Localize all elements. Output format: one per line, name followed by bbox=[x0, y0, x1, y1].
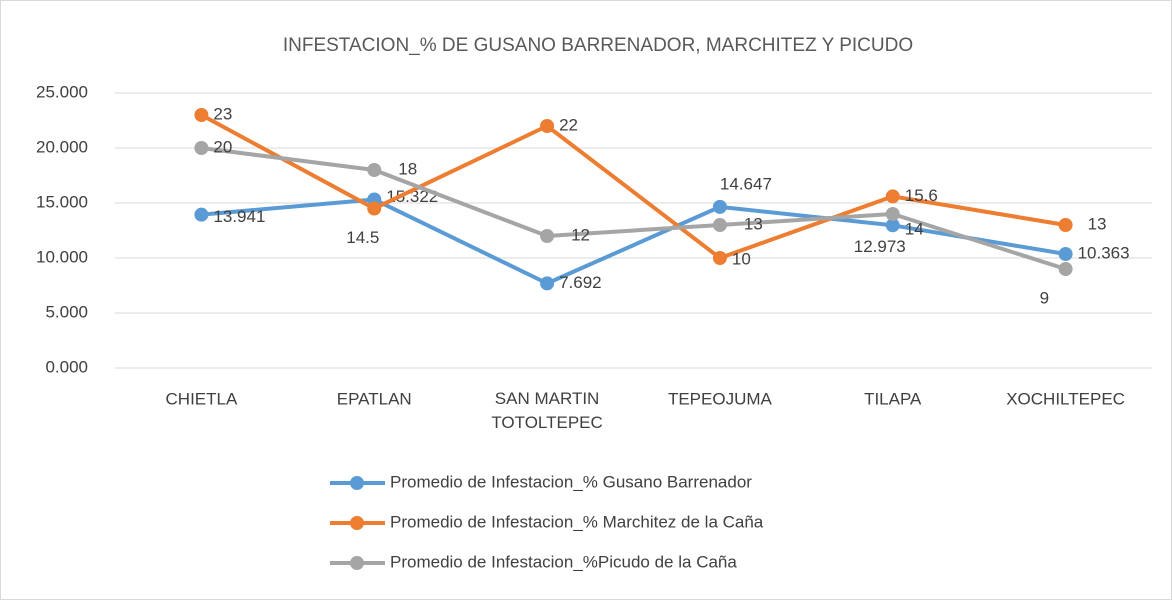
x-tick-label: SAN MARTIN TOTOLTEPEC bbox=[491, 389, 602, 432]
data-label: 12.973 bbox=[854, 237, 906, 256]
data-label: 14.647 bbox=[720, 174, 772, 193]
series-line bbox=[201, 197, 1066, 286]
data-point bbox=[194, 108, 209, 122]
data-label: 14.5 bbox=[346, 228, 379, 247]
data-point bbox=[712, 251, 727, 265]
series-line bbox=[201, 146, 1067, 271]
y-tick-label: 25.000 bbox=[36, 82, 88, 101]
data-point bbox=[540, 276, 555, 291]
y-tick-label: 20.000 bbox=[36, 137, 88, 156]
data-point bbox=[712, 199, 727, 214]
data-label: 12 bbox=[571, 225, 590, 244]
x-tick-label: CHIETLA bbox=[166, 389, 238, 408]
legend-label: Promedio de Infestacion_% Marchitez de l… bbox=[390, 512, 764, 531]
x-tick-label: TEPEOJUMA bbox=[668, 389, 773, 408]
data-label: 22 bbox=[559, 115, 578, 134]
data-label: 7.692 bbox=[559, 273, 602, 292]
data-point bbox=[367, 201, 382, 216]
data-point bbox=[194, 141, 209, 155]
data-point bbox=[1058, 247, 1073, 262]
legend-marker bbox=[350, 556, 364, 570]
chart-title: INFESTACION_% DE GUSANO BARRENADOR, MARC… bbox=[283, 35, 913, 56]
data-label: 15.6 bbox=[905, 186, 938, 205]
x-tick-label: EPATLAN bbox=[337, 389, 412, 408]
y-tick-label: 5.000 bbox=[45, 302, 88, 321]
data-label: 15.322 bbox=[386, 187, 438, 206]
x-tick-label: XOCHILTEPEC bbox=[1006, 389, 1125, 408]
data-point bbox=[885, 189, 900, 204]
legend-label: Promedio de Infestacion_% Gusano Barrena… bbox=[390, 472, 752, 491]
data-label: 23 bbox=[213, 104, 232, 123]
data-point bbox=[885, 207, 900, 221]
x-tick-label: TILAPA bbox=[864, 389, 922, 408]
data-label: 18 bbox=[398, 159, 417, 178]
data-point bbox=[540, 119, 555, 133]
data-point bbox=[712, 218, 727, 232]
data-point bbox=[367, 163, 382, 177]
data-label: 10.363 bbox=[1078, 243, 1130, 262]
legend-marker bbox=[350, 516, 364, 530]
legend-marker bbox=[350, 476, 364, 490]
data-label: 9 bbox=[1040, 288, 1049, 307]
y-tick-label: 10.000 bbox=[36, 247, 88, 266]
series-line bbox=[200, 113, 1066, 260]
data-point bbox=[1058, 218, 1073, 232]
data-label: 13.941 bbox=[213, 207, 265, 226]
data-label: 10 bbox=[732, 249, 751, 268]
data-point bbox=[194, 207, 209, 222]
data-point bbox=[1058, 262, 1073, 276]
y-tick-label: 15.000 bbox=[36, 192, 88, 211]
y-tick-label: 0.000 bbox=[45, 357, 88, 376]
data-label: 20 bbox=[213, 137, 232, 156]
legend-label: Promedio de Infestacion_%Picudo de la Ca… bbox=[390, 552, 737, 571]
data-point bbox=[885, 218, 900, 233]
data-label: 13 bbox=[744, 214, 763, 233]
data-label: 14 bbox=[905, 219, 924, 238]
data-point bbox=[540, 229, 555, 243]
data-label: 13 bbox=[1088, 214, 1107, 233]
